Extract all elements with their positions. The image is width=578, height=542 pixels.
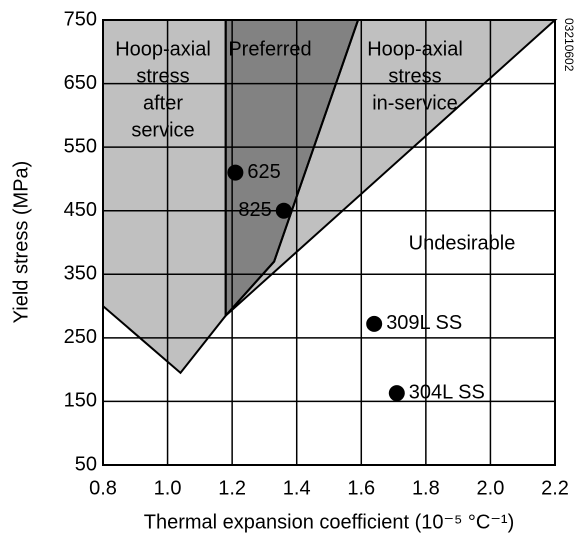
point-label: 304L SS xyxy=(409,381,485,403)
x-tick-label: 1.6 xyxy=(347,477,375,499)
x-tick-label: 2.0 xyxy=(477,477,505,499)
point-label: 309L SS xyxy=(386,312,462,334)
region-label: Preferred xyxy=(228,38,311,60)
x-tick-label: 1.0 xyxy=(154,477,182,499)
data-point xyxy=(388,385,405,402)
data-point xyxy=(227,164,244,181)
region-label: service xyxy=(131,119,194,141)
point-label: 825 xyxy=(238,199,271,221)
x-tick-label: 1.2 xyxy=(218,477,246,499)
x-tick-label: 2.2 xyxy=(541,477,569,499)
y-tick-label: 450 xyxy=(64,199,97,221)
x-axis-label: Thermal expansion coefficient (10⁻⁵ °C⁻¹… xyxy=(144,511,515,533)
x-tick-label: 0.8 xyxy=(89,477,117,499)
point-label: 625 xyxy=(247,161,280,183)
region-label: Hoop-axial xyxy=(367,38,463,60)
figure-code: 03210602 xyxy=(562,18,576,72)
y-tick-label: 650 xyxy=(64,72,97,94)
data-point xyxy=(366,315,383,332)
y-tick-label: 50 xyxy=(75,453,97,475)
y-tick-label: 750 xyxy=(64,8,97,30)
region-label: stress xyxy=(136,65,189,87)
y-axis-label: Yield stress (MPa) xyxy=(10,161,32,324)
y-tick-label: 550 xyxy=(64,135,97,157)
plot-frame xyxy=(102,19,556,466)
region-label: stress xyxy=(388,65,441,87)
region xyxy=(103,20,226,373)
region-label: in-service xyxy=(372,92,458,114)
x-tick-label: 1.4 xyxy=(283,477,311,499)
y-tick-label: 150 xyxy=(64,390,97,412)
region xyxy=(225,20,359,316)
annotation: Undesirable xyxy=(409,232,516,254)
y-tick-label: 250 xyxy=(64,326,97,348)
region-label: after xyxy=(143,92,183,114)
data-point xyxy=(275,202,292,219)
x-tick-label: 1.8 xyxy=(412,477,440,499)
y-tick-label: 350 xyxy=(64,263,97,285)
region-label: Hoop-axial xyxy=(115,38,211,60)
